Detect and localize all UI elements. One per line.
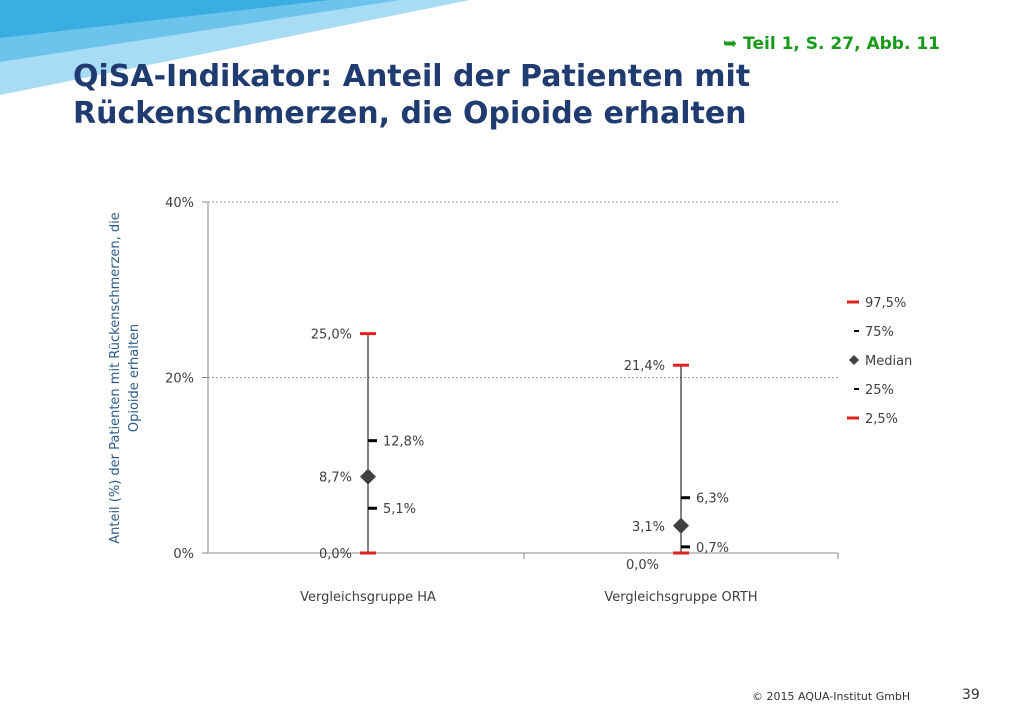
copyright: © 2015 AQUA-Institut GmbH xyxy=(752,690,911,703)
y-tick-label: 40% xyxy=(165,196,194,211)
legend-label: Median xyxy=(865,354,912,369)
y-tick-label: 0% xyxy=(173,547,194,562)
data-label: 5,1% xyxy=(383,502,416,517)
data-label: 12,8% xyxy=(383,435,424,450)
data-label: 3,1% xyxy=(632,520,665,535)
title-line-2: Rückenschmerzen, die Opioide erhalten xyxy=(73,96,747,131)
x-category-label: Vergleichsgruppe HA xyxy=(300,590,436,605)
reference-note: ➥ Teil 1, S. 27, Abb. 11 xyxy=(723,34,940,54)
legend-label: 75% xyxy=(865,325,894,340)
marker-diamond xyxy=(673,517,689,534)
legend-label: 2,5% xyxy=(865,412,898,427)
page-number: 39 xyxy=(962,687,980,703)
y-axis-title-line-2: Opioide erhalten xyxy=(127,324,142,432)
data-label: 0,0% xyxy=(626,558,659,573)
data-label: 6,3% xyxy=(696,492,729,507)
marker-diamond xyxy=(360,468,376,485)
header-banner xyxy=(0,0,470,95)
legend-marker xyxy=(849,355,859,365)
y-tick-label: 20% xyxy=(165,372,194,387)
data-label: 25,0% xyxy=(311,328,352,343)
data-label: 0,7% xyxy=(696,541,729,556)
title-line-1: QiSA-Indikator: Anteil der Patienten mit xyxy=(73,59,751,94)
data-label: 8,7% xyxy=(319,471,352,486)
data-label: 0,0% xyxy=(319,547,352,562)
x-category-label: Vergleichsgruppe ORTH xyxy=(604,590,757,605)
y-axis-title-line-1: Anteil (%) der Patienten mit Rückenschme… xyxy=(108,212,123,544)
legend-label: 97,5% xyxy=(865,296,906,311)
data-label: 21,4% xyxy=(624,359,665,374)
legend-label: 25% xyxy=(865,383,894,398)
page-title: QiSA-Indikator: Anteil der Patienten mit… xyxy=(73,58,973,132)
